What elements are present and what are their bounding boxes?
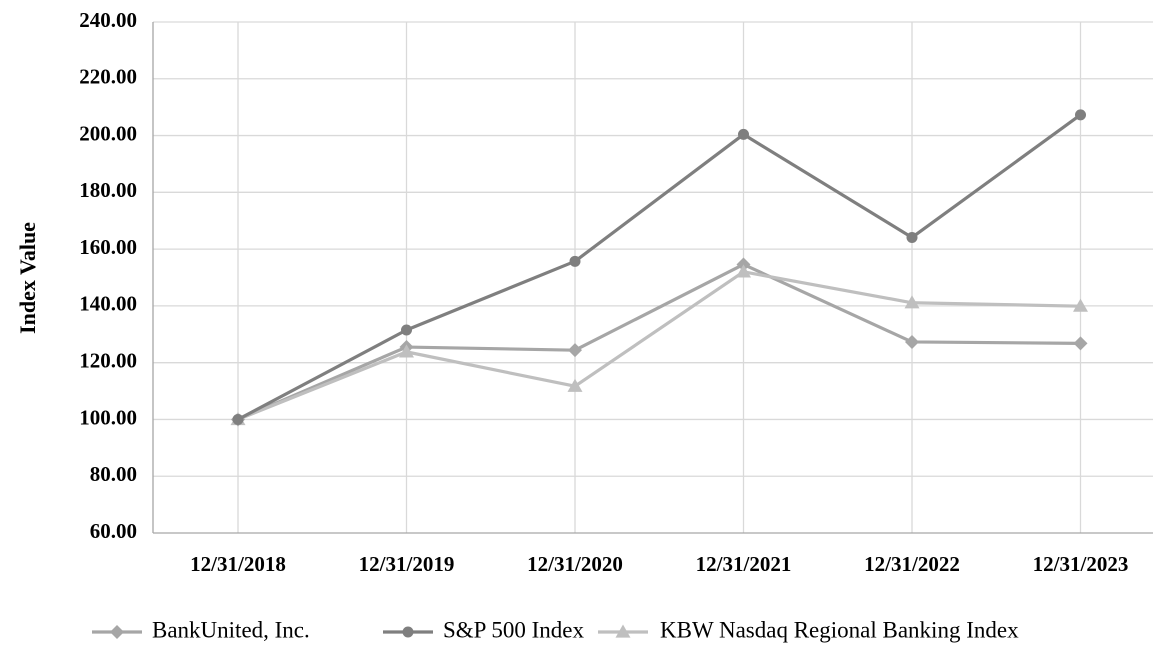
legend-label: KBW Nasdaq Regional Banking Index [660,617,1019,642]
data-point [1073,298,1088,312]
axes [152,22,1153,534]
series-line [237,270,1081,421]
legend-item: KBW Nasdaq Regional Banking Index [598,617,1019,642]
grid-lines [153,21,1153,533]
x-tick-label: 12/31/2023 [1033,552,1129,576]
series-0 [231,257,1088,427]
series-line [237,262,1081,421]
x-tick-label: 12/31/2019 [359,552,455,576]
data-point [399,344,414,358]
data-point [568,343,582,358]
legend-swatch-marker [402,626,414,638]
y-tick-label: 200.00 [79,121,137,145]
y-axis-label: Index Value [15,222,40,334]
legend-item: S&P 500 Index [383,617,584,642]
legend: BankUnited, Inc. S&P 500 Index KBW Nasdaq … [92,617,1019,642]
data-point [905,334,919,349]
x-tick-label: 12/31/2020 [527,552,623,576]
data-point [906,231,918,243]
series-group [230,109,1088,427]
data-point [567,378,583,392]
y-tick-label: 120.00 [79,348,137,372]
legend-swatch-marker [615,624,631,638]
y-tick-label: 160.00 [79,235,137,259]
x-tick-label: 12/31/2018 [190,552,286,576]
y-tick-label: 240.00 [79,8,137,32]
data-point [401,324,412,336]
y-tick-label: 80.00 [90,462,137,486]
legend-item: BankUnited, Inc. [92,617,310,642]
series-line [237,113,1082,421]
y-tick-label: 220.00 [79,65,137,89]
data-point [569,255,581,267]
series-1 [232,109,1086,425]
data-point [736,264,751,278]
y-tick-labels: 60.00 80.00 100.00 120.00 140.00 160.00 180.00… [79,8,137,543]
data-point [1075,109,1086,121]
x-tick-labels: 12/31/2018 12/31/2019 12/31/2020 12/31/2021… [190,552,1128,576]
series-2 [230,264,1088,426]
x-tick-label: 12/31/2021 [696,552,792,576]
y-tick-label: 100.00 [79,405,137,429]
data-point [738,128,749,140]
y-tick-label: 60.00 [90,519,137,543]
data-point [1073,336,1088,351]
x-tick-label: 12/31/2022 [864,552,960,576]
legend-label: S&P 500 Index [443,617,584,642]
y-tick-label: 180.00 [79,178,137,202]
data-point [232,413,244,425]
legend-label: BankUnited, Inc. [152,617,310,642]
legend-swatch-marker [110,625,124,639]
y-tick-label: 140.00 [79,292,137,316]
data-point [904,295,920,309]
